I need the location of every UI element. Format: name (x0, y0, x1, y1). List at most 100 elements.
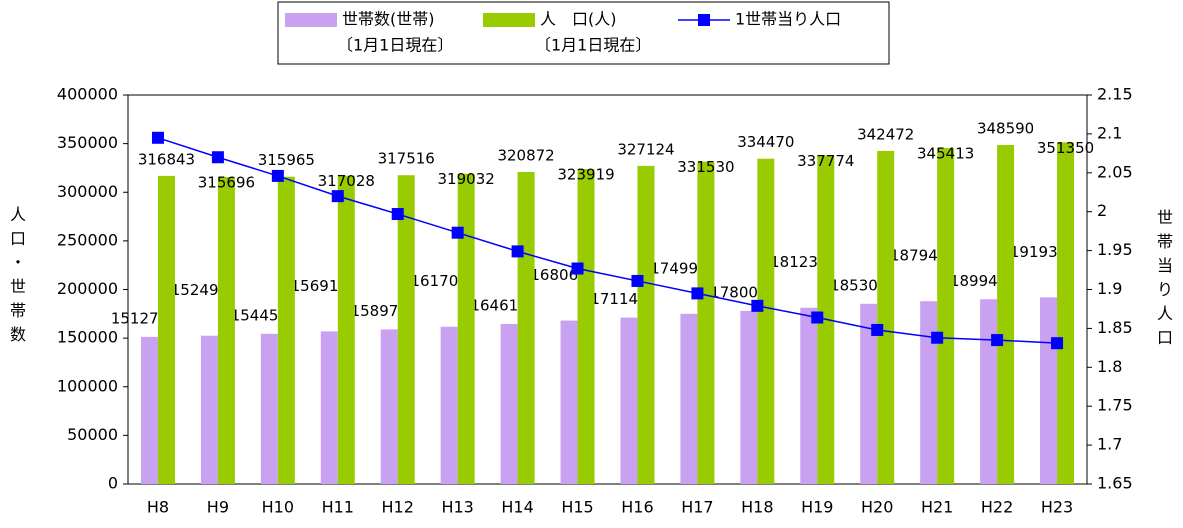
data-label: 317516 (378, 150, 435, 168)
data-label: 351350 (1037, 139, 1094, 157)
axis-title-char: 口 (1157, 328, 1173, 347)
data-label: 323919 (557, 165, 614, 183)
legend-swatch (285, 13, 337, 27)
marker (571, 262, 584, 275)
axis-title-char: 数 (10, 325, 26, 344)
bar (637, 165, 655, 485)
x-tick-label: H9 (207, 498, 229, 517)
x-tick-label: H16 (621, 498, 653, 517)
axis-title-char: り (1157, 280, 1173, 299)
bar (140, 336, 158, 484)
data-label: 161707 (411, 272, 468, 290)
y-tick-label: 200000 (57, 279, 118, 298)
marker (1051, 337, 1064, 350)
y2-tick-label: 1.85 (1097, 318, 1133, 337)
data-label: 152491 (171, 281, 228, 299)
marker (991, 334, 1004, 347)
axis-title-char: ・ (10, 253, 26, 272)
x-tick-label: H17 (681, 498, 713, 517)
marker (751, 299, 764, 312)
data-label: 320872 (497, 146, 554, 164)
marker (271, 169, 284, 182)
y2-tick-label: 1.9 (1097, 279, 1122, 298)
x-tick-label: H11 (322, 498, 354, 517)
legend-label: 人 口(人) (540, 10, 617, 29)
legend-sublabel: 〔1月1日現在〕 (337, 36, 453, 55)
marker (151, 131, 164, 144)
bar (1040, 297, 1058, 484)
axis-title-char: 人 (1157, 304, 1173, 323)
data-label: 187949 (890, 247, 947, 265)
data-label: 345413 (917, 145, 974, 163)
data-label: 151270 (111, 309, 168, 327)
data-label: 181238 (770, 253, 827, 271)
legend-box (277, 1, 890, 65)
bar (157, 175, 175, 484)
legend-marker (698, 14, 710, 26)
axis-title: 世帯当り人口 (1157, 208, 1173, 347)
x-tick-label: H20 (861, 498, 893, 517)
bar (680, 313, 698, 484)
bar (997, 144, 1015, 485)
bar (757, 158, 775, 485)
data-label: 156910 (291, 277, 348, 295)
marker (511, 245, 524, 258)
y2-tick-label: 2.1 (1097, 123, 1122, 142)
marker (451, 226, 464, 239)
bar (800, 307, 818, 484)
marker (931, 331, 944, 344)
y-tick-label: 100000 (57, 376, 118, 395)
bar (860, 303, 878, 484)
marker (331, 190, 344, 203)
y-tick-label: 400000 (57, 85, 118, 104)
marker (691, 287, 704, 300)
data-label: 315696 (198, 173, 255, 191)
legend-label: 1世帯当り人口 (735, 10, 841, 29)
x-tick-label: H19 (801, 498, 833, 517)
bar (457, 173, 475, 484)
bar (380, 329, 398, 484)
x-tick-label: H13 (441, 498, 473, 517)
axis-title-char: 帯 (10, 301, 26, 320)
y2-tick-label: 1.65 (1097, 474, 1133, 493)
bar (697, 161, 715, 484)
bar (260, 333, 278, 484)
axis-title-char: 当 (1157, 256, 1173, 275)
axis-title-char: 人 (10, 205, 26, 224)
bar (337, 175, 355, 484)
data-label: 171146 (590, 290, 647, 308)
data-label: 316843 (138, 150, 195, 168)
x-tick-label: H10 (262, 498, 294, 517)
legend-swatch (483, 13, 535, 27)
axis-title-char: 帯 (1157, 232, 1173, 251)
y-tick-label: 150000 (57, 328, 118, 347)
y2-tick-label: 1.8 (1097, 357, 1122, 376)
x-tick-label: H18 (741, 498, 773, 517)
y2-tick-label: 1.95 (1097, 240, 1133, 259)
data-label: 178008 (710, 283, 767, 301)
bar (877, 150, 895, 484)
bar (517, 171, 535, 485)
axis-title: 人口・世帯数 (10, 205, 26, 344)
y2-tick-label: 1.75 (1097, 396, 1133, 415)
y2-tick-label: 2 (1097, 201, 1107, 220)
data-label: 331530 (677, 158, 734, 176)
bar (397, 175, 415, 484)
marker (211, 151, 224, 164)
y2-tick-label: 2.05 (1097, 162, 1133, 181)
data-label: 319032 (438, 170, 495, 188)
data-label: 174997 (650, 259, 707, 277)
data-label: 334470 (737, 133, 794, 151)
line (157, 137, 1058, 344)
bar (500, 323, 518, 484)
bar (277, 176, 295, 484)
bar (560, 320, 578, 484)
legend-label: 世帯数(世帯) (342, 10, 435, 29)
data-label: 342472 (857, 125, 914, 143)
y-tick-label: 250000 (57, 230, 118, 249)
x-tick-label: H15 (561, 498, 593, 517)
x-tick-label: H8 (147, 498, 169, 517)
data-label: 315965 (258, 151, 315, 169)
y2-tick-label: 1.7 (1097, 435, 1122, 454)
